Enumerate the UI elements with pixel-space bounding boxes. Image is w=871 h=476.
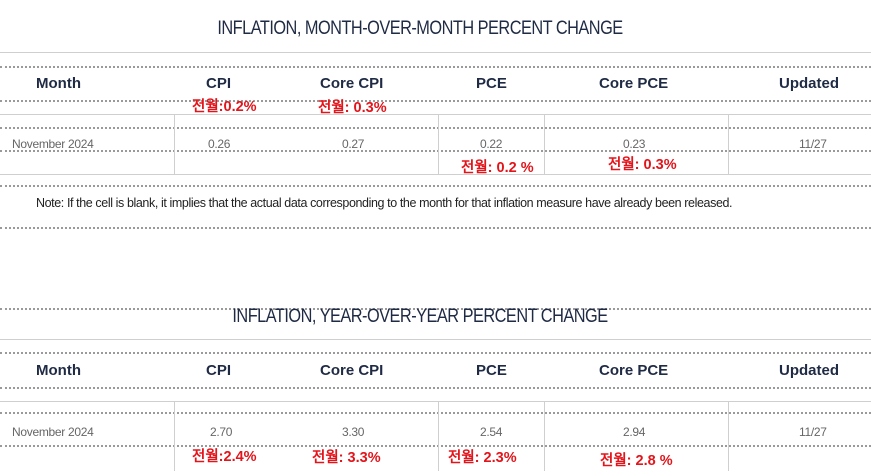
mom-table-title: INFLATION, MONTH-OVER-MONTH PERCENT CHAN…	[217, 18, 623, 39]
mom-top-rule	[0, 52, 871, 53]
mom-cell-cpi: 0.26	[208, 137, 231, 151]
mom-header-cpi: CPI	[206, 75, 232, 92]
footnote: Note: If the cell is blank, it implies t…	[36, 196, 733, 210]
guide-dots	[0, 127, 871, 129]
mom-annotation-pce: 전월: 0.2 %	[461, 160, 534, 176]
yoy-header-pce: PCE	[476, 362, 507, 379]
yoy-annotation-pce: 전월: 2.3%	[448, 450, 517, 466]
mom-cell-month: November 2024	[12, 137, 94, 151]
yoy-table-title: INFLATION, YEAR-OVER-YEAR PERCENT CHANGE	[232, 306, 608, 327]
mom-cell-updated: 11/27	[799, 137, 827, 151]
yoy-col-divider	[544, 401, 545, 471]
yoy-col-divider	[728, 401, 729, 471]
yoy-cell-updated: 11/27	[799, 425, 827, 439]
yoy-cell-pce: 2.54	[480, 425, 503, 439]
yoy-header-core-pce: Core PCE	[599, 362, 669, 379]
mom-cell-pce: 0.22	[480, 137, 503, 151]
mom-cell-core-pce: 0.23	[623, 137, 646, 151]
guide-dots	[0, 352, 871, 354]
mom-header-pce: PCE	[476, 75, 507, 92]
yoy-annotation-core-pce: 전월: 2.8 %	[600, 453, 673, 469]
mom-col-divider	[174, 114, 175, 174]
guide-dots	[0, 308, 871, 310]
mom-bottom-rule	[0, 174, 871, 175]
yoy-cell-cpi: 2.70	[210, 425, 233, 439]
yoy-header-cpi: CPI	[206, 362, 232, 379]
yoy-header-updated: Updated	[779, 362, 839, 379]
mom-col-divider	[728, 114, 729, 174]
yoy-col-divider	[438, 401, 439, 471]
guide-dots	[0, 150, 871, 152]
mom-header-core-cpi: Core CPI	[320, 75, 384, 92]
guide-dots	[0, 445, 871, 447]
guide-dots	[0, 100, 871, 102]
mom-annotation-core-cpi: 전월: 0.3%	[318, 100, 387, 116]
yoy-cell-core-pce: 2.94	[623, 425, 646, 439]
mom-header-month: Month	[36, 75, 81, 92]
mom-col-divider	[438, 114, 439, 174]
mom-col-divider	[544, 114, 545, 174]
yoy-annotation-cpi: 전월:2.4%	[192, 449, 257, 465]
guide-dots	[0, 185, 871, 187]
mom-header-core-pce: Core PCE	[599, 75, 669, 92]
yoy-cell-core-cpi: 3.30	[342, 425, 365, 439]
mom-cell-core-cpi: 0.27	[342, 137, 365, 151]
mom-row-top-rule	[0, 114, 871, 115]
yoy-cell-month: November 2024	[12, 425, 94, 439]
yoy-top-rule	[0, 339, 871, 340]
yoy-col-divider	[174, 401, 175, 471]
guide-dots	[0, 227, 871, 229]
mom-annotation-core-pce: 전월: 0.3%	[608, 157, 677, 173]
guide-dots	[0, 387, 871, 389]
guide-dots	[0, 66, 871, 68]
guide-dots	[0, 412, 871, 414]
yoy-annotation-core-cpi: 전월: 3.3%	[312, 450, 381, 466]
yoy-row-top-rule	[0, 401, 871, 402]
yoy-header-core-cpi: Core CPI	[320, 362, 384, 379]
mom-header-updated: Updated	[779, 75, 839, 92]
yoy-header-month: Month	[36, 362, 81, 379]
mom-annotation-cpi: 전월:0.2%	[192, 99, 257, 115]
